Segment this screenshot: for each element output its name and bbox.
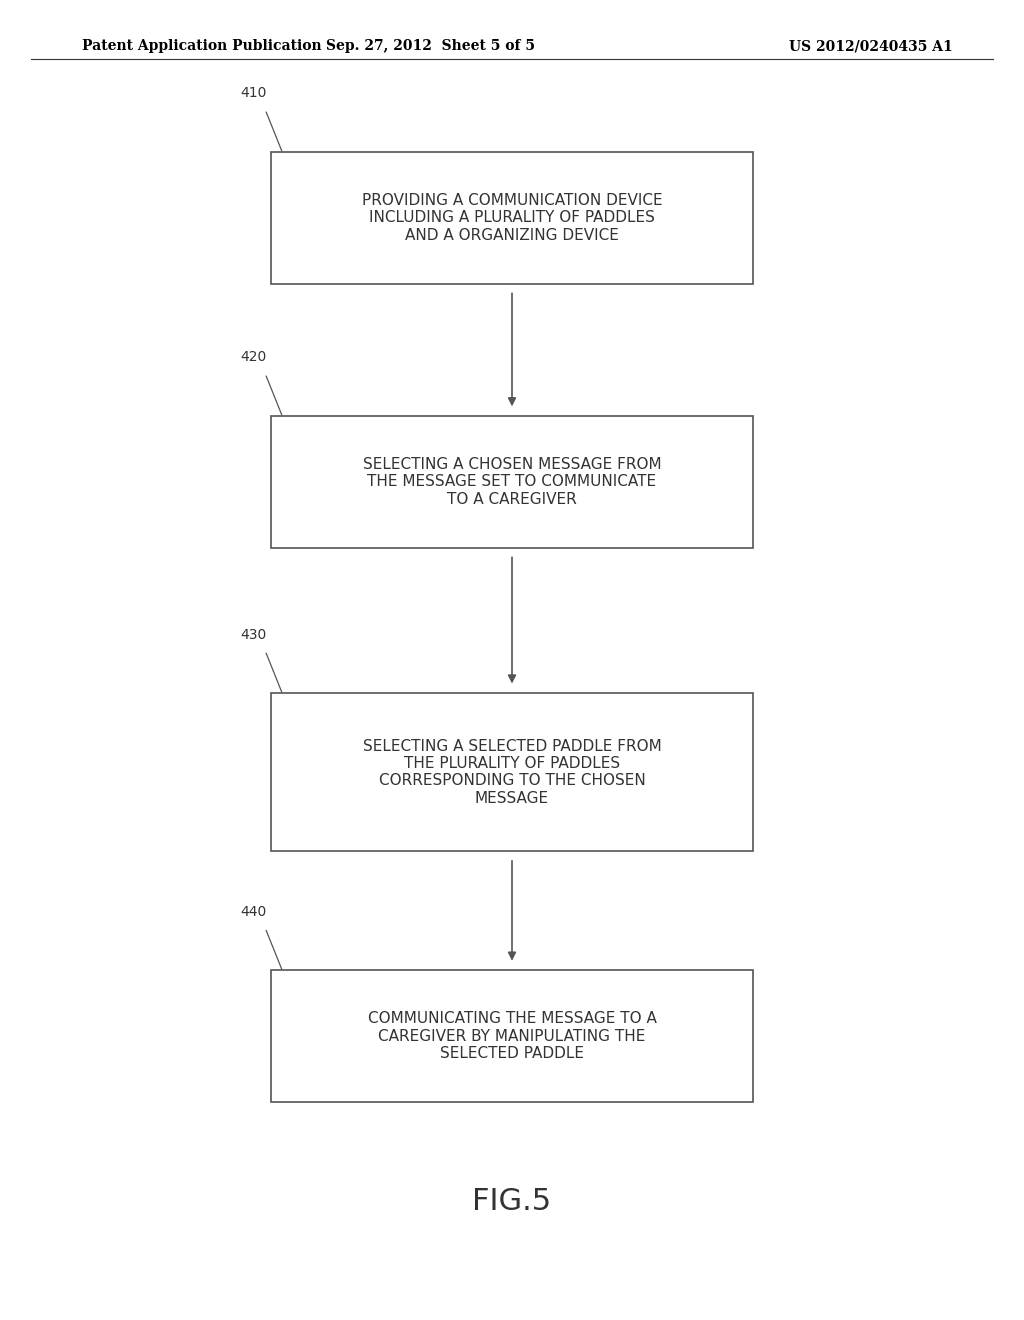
Text: COMMUNICATING THE MESSAGE TO A
CAREGIVER BY MANIPULATING THE
SELECTED PADDLE: COMMUNICATING THE MESSAGE TO A CAREGIVER… <box>368 1011 656 1061</box>
Text: SELECTING A SELECTED PADDLE FROM
THE PLURALITY OF PADDLES
CORRESPONDING TO THE C: SELECTING A SELECTED PADDLE FROM THE PLU… <box>362 739 662 805</box>
Text: 430: 430 <box>241 627 267 642</box>
Text: US 2012/0240435 A1: US 2012/0240435 A1 <box>788 40 952 53</box>
FancyBboxPatch shape <box>271 693 753 851</box>
Text: FIG.5: FIG.5 <box>472 1187 552 1216</box>
Text: Sep. 27, 2012  Sheet 5 of 5: Sep. 27, 2012 Sheet 5 of 5 <box>326 40 535 53</box>
Text: Patent Application Publication: Patent Application Publication <box>82 40 322 53</box>
Text: SELECTING A CHOSEN MESSAGE FROM
THE MESSAGE SET TO COMMUNICATE
TO A CAREGIVER: SELECTING A CHOSEN MESSAGE FROM THE MESS… <box>362 457 662 507</box>
Text: 410: 410 <box>241 86 267 100</box>
FancyBboxPatch shape <box>271 970 753 1102</box>
Text: 420: 420 <box>241 350 267 364</box>
Text: 440: 440 <box>241 904 267 919</box>
Text: PROVIDING A COMMUNICATION DEVICE
INCLUDING A PLURALITY OF PADDLES
AND A ORGANIZI: PROVIDING A COMMUNICATION DEVICE INCLUDI… <box>361 193 663 243</box>
FancyBboxPatch shape <box>271 152 753 284</box>
FancyBboxPatch shape <box>271 416 753 548</box>
